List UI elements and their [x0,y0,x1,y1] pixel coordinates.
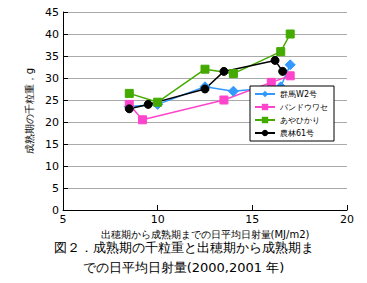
svg-text:バンドウワセ: バンドウワセ [279,103,328,112]
svg-text:35: 35 [45,50,59,63]
svg-text:あやひかり: あやひかり [280,116,320,125]
svg-text:での日平均日射量(2000,2001 年): での日平均日射量(2000,2001 年) [83,260,285,275]
svg-text:45: 45 [45,6,59,19]
svg-text:20: 20 [45,116,59,129]
svg-text:農林61号: 農林61号 [280,129,314,138]
svg-text:群馬W2号: 群馬W2号 [280,90,317,99]
svg-text:成熟期の千粒重，g: 成熟期の千粒重，g [24,68,35,154]
svg-text:0: 0 [52,204,59,217]
svg-text:5: 5 [60,213,67,226]
svg-text:30: 30 [45,72,59,85]
svg-text:25: 25 [45,94,59,107]
svg-text:5: 5 [52,182,59,195]
svg-text:20: 20 [340,213,354,226]
svg-text:10: 10 [151,213,165,226]
svg-text:出穂期から成熟期までの日平均日射量(MJ/m2): 出穂期から成熟期までの日平均日射量(MJ/m2) [100,229,310,241]
svg-text:15: 15 [45,138,59,151]
svg-text:図２．成熟期の千粒重と出穂期から成熟期ま: 図２．成熟期の千粒重と出穂期から成熟期ま [54,240,314,255]
svg-text:15: 15 [245,213,259,226]
svg-text:40: 40 [45,28,59,41]
svg-text:10: 10 [45,160,59,173]
